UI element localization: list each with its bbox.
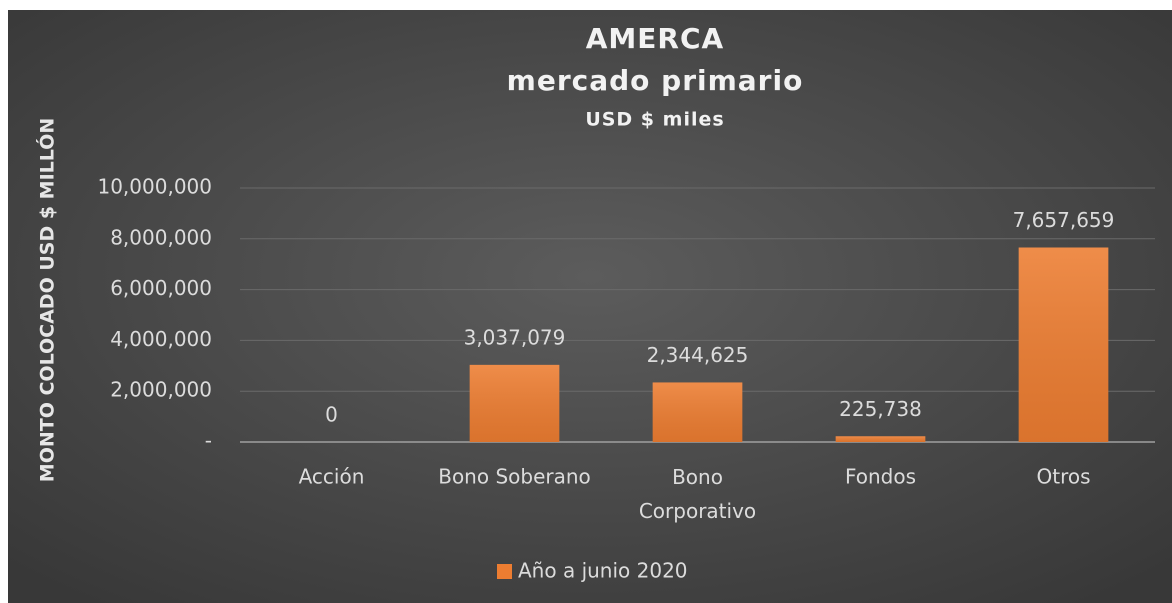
y-tick-label: 6,000,000 — [110, 276, 212, 300]
y-tick-label: 10,000,000 — [97, 175, 212, 199]
y-tick-label: - — [205, 429, 212, 453]
x-tick-label: Otros — [1036, 465, 1090, 489]
value-label: 3,037,079 — [464, 325, 566, 349]
value-label: 0 — [325, 403, 338, 427]
units-label: USD $ miles — [585, 109, 724, 131]
legend-swatch — [497, 564, 512, 579]
chart-title: AMERCA — [586, 22, 724, 55]
y-axis-title: MONTO COLOCADO USD $ MILLÓN — [35, 118, 59, 482]
bar-shade — [469, 364, 560, 442]
x-tick-label: Acción — [299, 465, 365, 489]
chart-subtitle: mercado primario — [507, 64, 804, 97]
y-tick-label: 4,000,000 — [110, 327, 212, 351]
value-label: 2,344,625 — [647, 343, 749, 367]
y-tick-label: 2,000,000 — [110, 378, 212, 402]
value-label: 225,738 — [839, 397, 922, 421]
y-tick-label: 8,000,000 — [110, 225, 212, 249]
bar-shade — [835, 436, 926, 442]
chart-background — [8, 10, 1172, 603]
x-tick-label: Bono Corporativo — [639, 465, 756, 523]
bar-shade — [1018, 247, 1109, 442]
x-tick-label: Fondos — [845, 465, 916, 489]
bar-shade — [652, 382, 743, 442]
x-tick-label: Bono Soberano — [438, 465, 591, 489]
value-label: 7,657,659 — [1013, 208, 1115, 232]
legend-label: Año a junio 2020 — [518, 559, 688, 583]
